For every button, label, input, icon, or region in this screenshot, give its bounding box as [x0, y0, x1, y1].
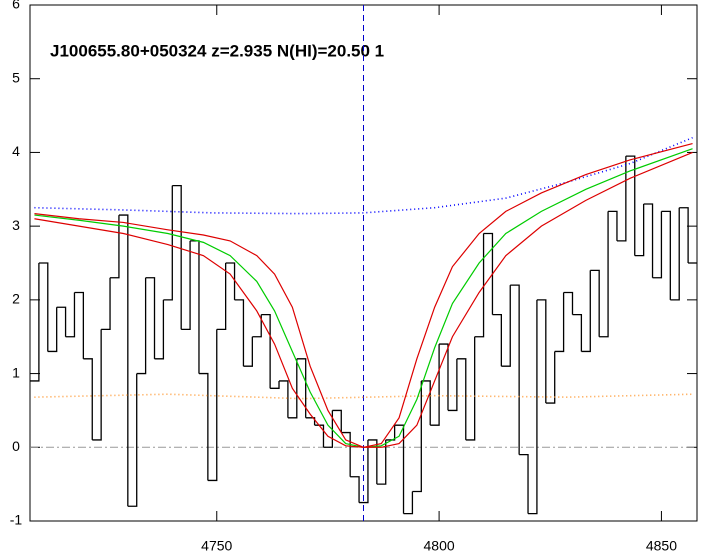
flux-step	[661, 210, 671, 300]
flux-step	[225, 262, 236, 300]
flux-step	[528, 299, 538, 515]
flux-step	[439, 343, 449, 411]
y-tick-label: 1	[12, 364, 20, 380]
flux-step	[252, 314, 262, 338]
flux-step	[599, 211, 609, 338]
flux-step	[510, 284, 520, 455]
flux-step	[447, 358, 458, 412]
model-line	[34, 136, 693, 215]
flux-step	[456, 358, 467, 440]
flux-step	[145, 277, 156, 359]
model-line	[34, 148, 693, 448]
y-tick-label: 4	[12, 143, 20, 159]
flux-step	[545, 351, 556, 404]
annotation: J100655.80+050324 z=2.935 N(HI)=20.50 1	[50, 41, 384, 60]
flux-step	[563, 291, 574, 315]
flux-step	[376, 439, 387, 485]
y-tick-label: 3	[12, 217, 20, 233]
y-tick-label: 2	[12, 291, 20, 307]
flux-step	[519, 454, 529, 514]
flux-step	[279, 380, 289, 418]
model-line	[34, 143, 693, 448]
flux-step	[127, 373, 138, 507]
flux-step	[163, 185, 173, 301]
x-tick-label: 4750	[201, 538, 232, 554]
flux-step	[652, 211, 663, 279]
flux-step	[74, 291, 85, 359]
flux-step	[305, 417, 316, 426]
flux-step	[323, 410, 334, 448]
y-tick-label: 6	[12, 0, 20, 12]
flux-step	[412, 380, 422, 493]
flux-step	[47, 307, 58, 353]
flux-step	[590, 269, 600, 337]
flux-step	[536, 299, 547, 404]
flux-step	[216, 263, 227, 330]
flux-step	[83, 358, 93, 440]
flux-step	[287, 358, 298, 419]
flux-step	[207, 329, 218, 482]
model-line	[34, 151, 693, 448]
flux-step	[172, 184, 182, 330]
flux-step	[270, 380, 280, 389]
flux-step	[296, 358, 307, 418]
flux-step	[492, 313, 502, 367]
flux-step	[198, 372, 209, 481]
flux-step	[359, 439, 369, 504]
flux-step	[118, 214, 129, 507]
plot-frame	[29, 4, 698, 522]
flux-step	[625, 155, 636, 256]
x-tick-label: 4800	[424, 538, 455, 554]
flux-step	[101, 277, 111, 330]
flux-step	[30, 263, 40, 382]
flux-step	[261, 313, 271, 389]
flux-step	[367, 439, 378, 485]
flux-step	[92, 329, 102, 441]
flux-step	[501, 285, 511, 367]
flux-step	[181, 240, 191, 330]
flux-step	[56, 306, 67, 337]
y-tick-label: -1	[10, 512, 23, 528]
x-tick-label: 4850	[646, 538, 677, 554]
flux-step	[110, 215, 120, 279]
flux-step	[643, 203, 654, 278]
flux-step	[554, 292, 565, 353]
flux-step	[616, 156, 627, 242]
flux-step	[154, 299, 165, 360]
flux-step	[243, 336, 253, 367]
flux-step	[350, 476, 360, 503]
flux-step	[394, 424, 405, 514]
flux-step	[385, 425, 396, 441]
flux-step	[65, 292, 76, 338]
flux-step	[314, 424, 325, 448]
flux-step	[670, 207, 680, 301]
flux-step	[679, 207, 689, 263]
flux-step	[483, 232, 494, 315]
flux-step	[634, 204, 645, 257]
flux-step	[136, 277, 147, 375]
y-tick-label: 5	[12, 69, 20, 85]
flux-step	[341, 431, 351, 477]
flux-step	[421, 380, 431, 426]
flux-step	[572, 313, 583, 352]
flux-step	[403, 491, 414, 515]
flux-step	[581, 270, 591, 353]
flux-step	[474, 233, 485, 338]
flux-step	[465, 336, 476, 441]
flux-step	[38, 262, 49, 352]
flux-step	[234, 299, 245, 367]
flux-step	[332, 409, 342, 433]
y-tick-label: 0	[12, 438, 20, 454]
flux-step	[190, 240, 200, 374]
flux-step	[608, 210, 618, 241]
